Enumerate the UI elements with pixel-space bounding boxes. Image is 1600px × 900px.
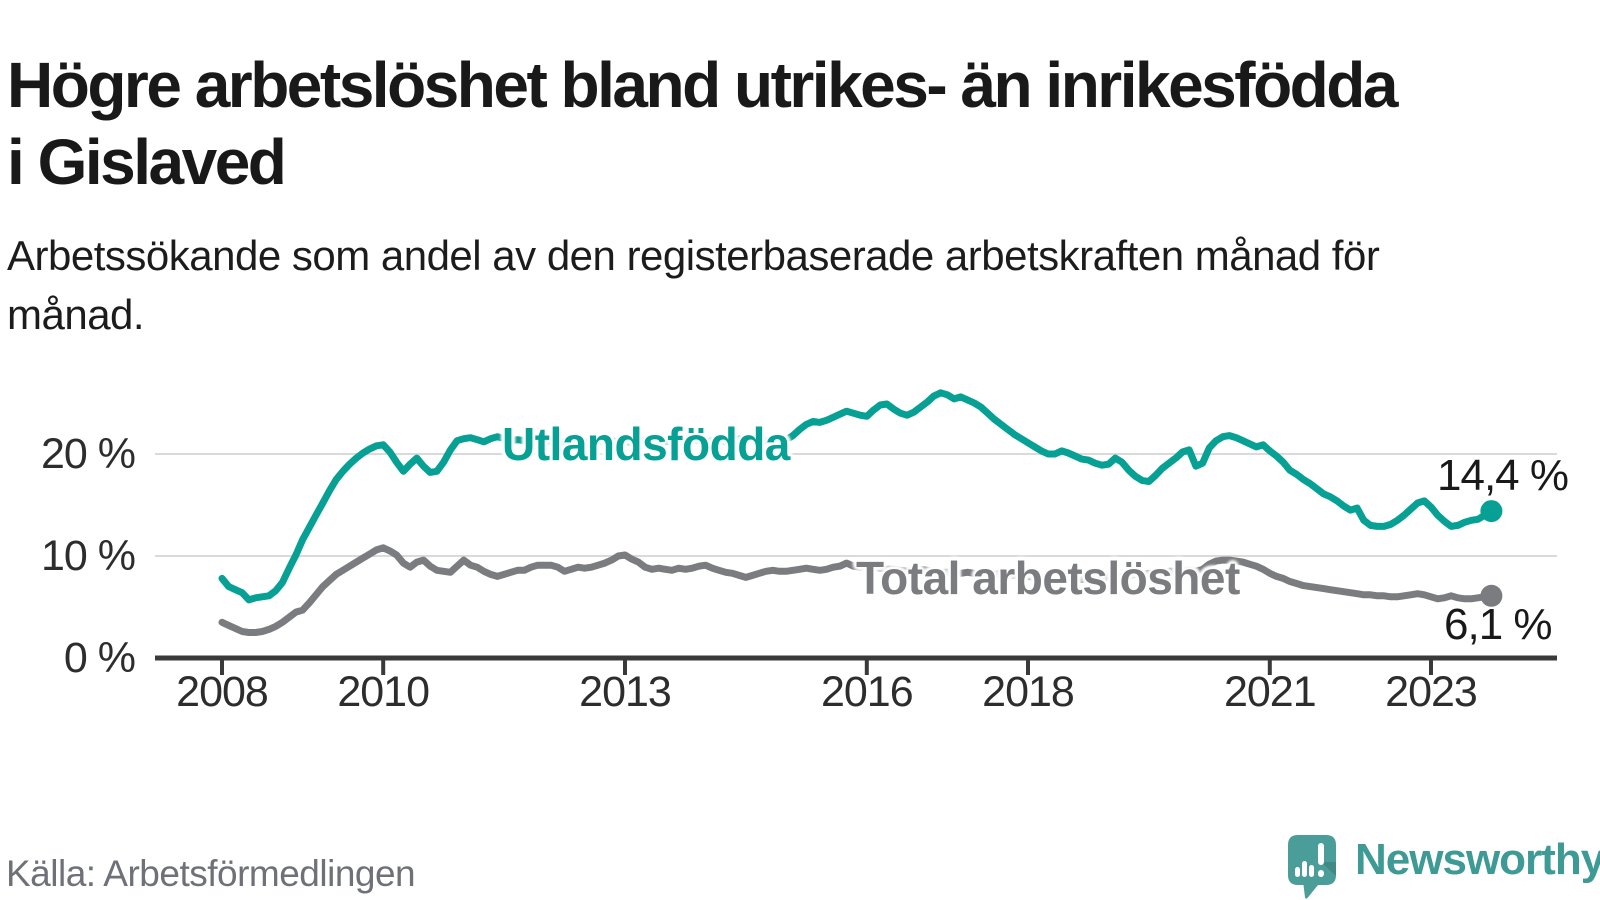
end-value-label-total: 6,1 % <box>1444 600 1553 649</box>
x-tick-label-2008: 2008 <box>176 668 269 716</box>
newsworthy-logo[interactable]: Newsworthy <box>1288 835 1600 899</box>
y-tick-label-20: 20 % <box>40 430 136 478</box>
x-tick-label-2021: 2021 <box>1223 668 1317 716</box>
page-title: Högre arbetslöshet bland utrikes- än inr… <box>7 48 1398 198</box>
x-tick-label-2018: 2018 <box>982 668 1075 716</box>
y-tick-label-10: 10 % <box>40 532 136 580</box>
x-tick-label-2023: 2023 <box>1385 668 1478 716</box>
source-attribution: Källa: Arbetsförmedlingen <box>6 853 416 894</box>
series-label-total-arbetsloshet: Total arbetslöshet <box>856 552 1240 604</box>
newsworthy-brand-text: Newsworthy <box>1355 835 1600 884</box>
chart-subtitle: Arbetssökande som andel av den registerb… <box>7 232 1380 338</box>
newsworthy-bubble-icon <box>1288 835 1336 899</box>
x-tick-label-2016: 2016 <box>820 668 914 716</box>
y-tick-label-0: 0 % <box>63 634 136 682</box>
x-tick-label-2010: 2010 <box>337 668 430 716</box>
x-tick-label-2013: 2013 <box>579 668 672 716</box>
end-value-label-utlandsfodda: 14,4 % <box>1437 451 1569 500</box>
series-label-utlandsfodda: Utlandsfödda <box>502 418 790 470</box>
